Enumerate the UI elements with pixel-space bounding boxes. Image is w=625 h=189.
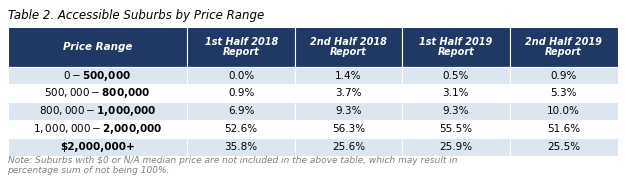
Text: 0.5%: 0.5%: [442, 70, 469, 81]
Text: 0.0%: 0.0%: [228, 70, 254, 81]
Text: 55.5%: 55.5%: [439, 124, 472, 134]
Text: 3.7%: 3.7%: [335, 88, 362, 98]
Bar: [8, 67, 188, 84]
Text: 0.9%: 0.9%: [228, 88, 254, 98]
Bar: [188, 67, 295, 84]
Text: 52.6%: 52.6%: [224, 124, 258, 134]
Bar: [8, 102, 188, 120]
Bar: [8, 120, 188, 138]
Text: 2nd Half 2019: 2nd Half 2019: [525, 37, 602, 47]
Text: $1,000,000-$2,000,000: $1,000,000-$2,000,000: [32, 122, 162, 136]
Bar: [188, 120, 295, 138]
Bar: [188, 27, 295, 67]
Text: 51.6%: 51.6%: [547, 124, 580, 134]
Text: 3.1%: 3.1%: [442, 88, 469, 98]
Text: 5.3%: 5.3%: [550, 88, 577, 98]
Bar: [402, 138, 509, 156]
Text: Report: Report: [438, 47, 474, 57]
Bar: [295, 120, 402, 138]
Text: 6.9%: 6.9%: [228, 106, 254, 116]
Bar: [402, 27, 509, 67]
Bar: [509, 102, 618, 120]
Text: 1.4%: 1.4%: [335, 70, 362, 81]
Text: Report: Report: [545, 47, 582, 57]
Bar: [188, 84, 295, 102]
Bar: [295, 138, 402, 156]
Text: 25.9%: 25.9%: [439, 142, 472, 152]
Text: Note: Suburbs with $0 or N/A median price are not included in the above table, w: Note: Suburbs with $0 or N/A median pric…: [8, 156, 457, 175]
Text: 35.8%: 35.8%: [224, 142, 258, 152]
Text: $0-$500,000: $0-$500,000: [63, 69, 131, 83]
Bar: [295, 84, 402, 102]
Text: 1st Half 2019: 1st Half 2019: [419, 37, 492, 47]
Bar: [509, 67, 618, 84]
Bar: [8, 27, 188, 67]
Bar: [188, 138, 295, 156]
Text: 56.3%: 56.3%: [332, 124, 365, 134]
Bar: [402, 67, 509, 84]
Text: 10.0%: 10.0%: [547, 106, 580, 116]
Text: $800,000-$1,000,000: $800,000-$1,000,000: [39, 104, 156, 118]
Bar: [509, 27, 618, 67]
Bar: [8, 138, 188, 156]
Text: 25.6%: 25.6%: [332, 142, 365, 152]
Bar: [295, 67, 402, 84]
Text: 1st Half 2018: 1st Half 2018: [204, 37, 278, 47]
Bar: [402, 84, 509, 102]
Text: Report: Report: [222, 47, 259, 57]
Text: 2nd Half 2018: 2nd Half 2018: [310, 37, 387, 47]
Text: 9.3%: 9.3%: [442, 106, 469, 116]
Bar: [402, 102, 509, 120]
Bar: [509, 84, 618, 102]
Bar: [509, 138, 618, 156]
Text: $500,000-$800,000: $500,000-$800,000: [44, 86, 151, 100]
Text: Report: Report: [330, 47, 367, 57]
Bar: [8, 84, 188, 102]
Text: 25.5%: 25.5%: [547, 142, 580, 152]
Bar: [402, 120, 509, 138]
Text: Price Range: Price Range: [62, 42, 132, 52]
Text: Table 2. Accessible Suburbs by Price Range: Table 2. Accessible Suburbs by Price Ran…: [8, 9, 264, 22]
Text: 0.9%: 0.9%: [551, 70, 577, 81]
Text: $2,000,000+: $2,000,000+: [60, 142, 135, 152]
Bar: [188, 102, 295, 120]
Text: 9.3%: 9.3%: [335, 106, 362, 116]
Bar: [295, 102, 402, 120]
Bar: [509, 120, 618, 138]
Bar: [295, 27, 402, 67]
